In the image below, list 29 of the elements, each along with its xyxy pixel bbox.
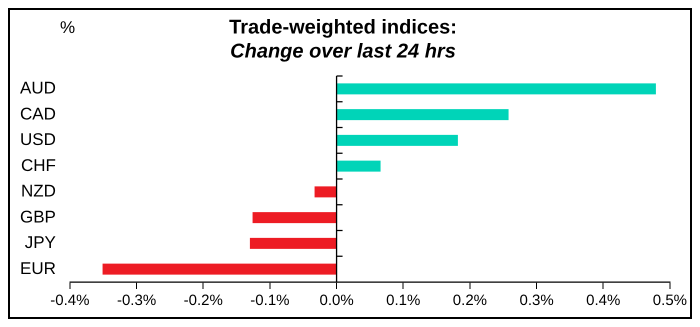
y-tick-label: EUR [20, 258, 56, 278]
x-tick-label: 0.3% [519, 292, 554, 310]
bar [337, 160, 381, 172]
bar [337, 109, 509, 120]
bar [337, 83, 656, 94]
y-tick-label: NZD [20, 182, 56, 201]
chart-subtitle: Change over last 24 hrs [230, 40, 456, 63]
x-tick-label: -0.4% [50, 292, 90, 310]
x-tick-label: 0.4% [586, 292, 620, 310]
bar [252, 212, 336, 224]
x-tick-label: -0.1% [250, 292, 290, 310]
x-tick-label: 0.5% [652, 292, 688, 310]
x-tick-label: 0.1% [386, 292, 420, 310]
y-tick-label: AUD [20, 78, 56, 98]
x-tick-label: 0.0% [319, 292, 354, 310]
x-tick-label: 0.2% [452, 292, 488, 310]
bar [250, 238, 336, 249]
bar [102, 264, 336, 275]
text: % [60, 18, 76, 38]
x-tick-label: -0.2% [184, 292, 223, 310]
chart-title: Trade-weighted indices: [229, 16, 457, 39]
bar [337, 134, 458, 146]
y-tick-label: USD [20, 130, 56, 150]
y-tick-label: JPY [24, 233, 56, 252]
bar [314, 186, 336, 198]
x-tick-label: -0.3% [116, 292, 156, 310]
y-tick-label: GBP [20, 207, 56, 226]
y-tick-label: CAD [20, 104, 56, 124]
y-tick-label: CHF [20, 156, 56, 175]
